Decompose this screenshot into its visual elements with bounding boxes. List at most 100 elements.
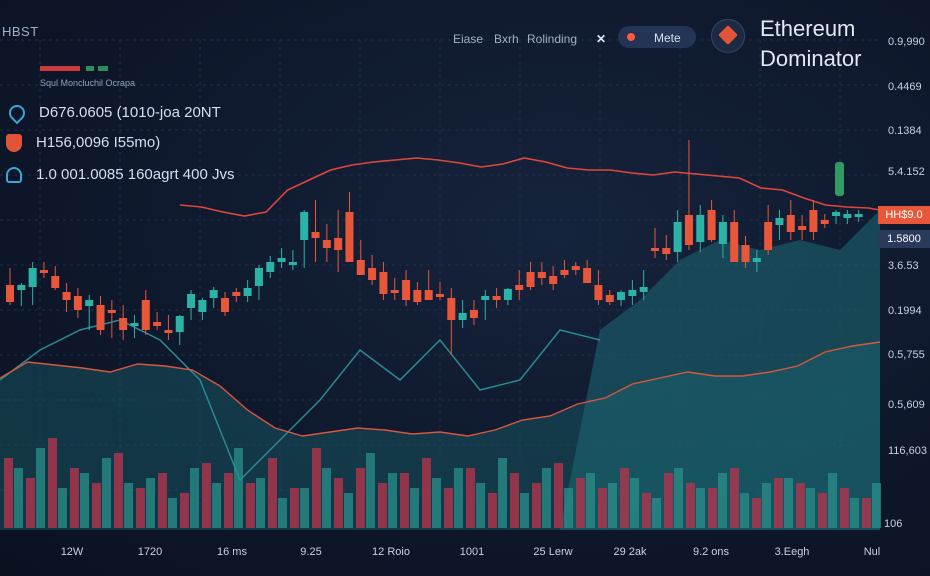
- candle-body: [651, 248, 659, 251]
- candle-body: [786, 215, 795, 232]
- candle-body: [673, 222, 682, 252]
- volume-bar-down: [576, 478, 585, 528]
- candle-body: [684, 215, 693, 245]
- volume-bar-down: [664, 473, 673, 528]
- title-line-1: Ethereum: [760, 16, 856, 41]
- page-title: Ethereum Dominator: [760, 14, 861, 74]
- volume-bar-down: [730, 468, 739, 528]
- candle-body: [62, 292, 71, 300]
- droplet-icon: [5, 101, 29, 125]
- close-icon[interactable]: ✕: [596, 32, 607, 46]
- volume-bar-down: [642, 493, 651, 528]
- volume-bar-up: [234, 448, 243, 528]
- candle-body: [243, 288, 252, 296]
- volume-bar-up: [630, 478, 639, 528]
- candle-body: [107, 310, 116, 313]
- candle-body: [153, 322, 162, 326]
- candle-body: [662, 248, 671, 254]
- x-tick-label: 1720: [137, 546, 163, 558]
- volume-bar-up: [762, 483, 771, 528]
- stat-text-3: 1.0 001.0085 160agrt 400 Jvs: [36, 166, 235, 183]
- volume-bar-up: [80, 473, 89, 528]
- volume-bar-up: [58, 488, 67, 528]
- candle-body: [368, 268, 377, 280]
- y-tick-label: 0.1994: [888, 305, 922, 317]
- candle-body: [809, 210, 818, 232]
- candle-body: [175, 316, 184, 332]
- volume-bar-down: [554, 463, 563, 528]
- stat-row-1: D676.0605 (1010-joa 20NT: [5, 101, 221, 126]
- candle-body: [187, 294, 196, 308]
- candle-body: [277, 258, 286, 262]
- x-tick-label: 29 2ak: [613, 546, 647, 558]
- volume-bar-up: [652, 498, 661, 528]
- volume-bar-up: [278, 498, 287, 528]
- volume-bar-up: [454, 468, 463, 528]
- volume-bar-down: [708, 488, 717, 528]
- x-tick-label: 25 Lerw: [533, 546, 573, 558]
- volume-bar-up: [410, 488, 419, 528]
- volume-bar-down: [686, 483, 695, 528]
- marker-candle: [835, 162, 844, 196]
- candle-body: [843, 214, 852, 218]
- nav-item-2[interactable]: Bxrh: [494, 32, 519, 46]
- candle-body: [164, 330, 173, 333]
- ethereum-logo-icon: [711, 19, 745, 53]
- volume-bar-up: [476, 483, 485, 528]
- candle-body: [6, 285, 14, 302]
- volume-bar-up: [674, 468, 683, 528]
- volume-bar-up: [432, 478, 441, 528]
- candle-body: [537, 272, 546, 278]
- volume-bar-down: [136, 488, 145, 528]
- candle-body: [413, 290, 422, 302]
- volume-bar-down: [378, 483, 387, 528]
- volume-bar-up: [146, 478, 155, 528]
- volume-bar-up: [586, 473, 595, 528]
- volume-bar-up: [344, 493, 353, 528]
- volume-bar-up: [190, 468, 199, 528]
- candle-body: [311, 232, 320, 238]
- candle-body: [300, 212, 309, 240]
- x-tick-label: 12 Roio: [372, 546, 410, 558]
- candle-body: [209, 290, 218, 298]
- volume-bar-down: [202, 463, 211, 528]
- candle-body: [221, 298, 229, 312]
- volume-bar-down: [400, 473, 409, 528]
- x-tick-label: 9.25: [300, 546, 322, 558]
- volume-bar-up: [696, 488, 705, 528]
- candle-body: [266, 262, 275, 272]
- support-line: [0, 341, 881, 437]
- volume-bar-up: [740, 493, 749, 528]
- volume-bar-up: [872, 483, 881, 528]
- nav-item-3[interactable]: Rolinding: [527, 32, 578, 46]
- candle-body: [447, 298, 456, 320]
- volume-bar-up: [124, 483, 133, 528]
- nav-item-1[interactable]: Eiase: [453, 32, 484, 46]
- mode-toggle[interactable]: Mete: [618, 26, 696, 48]
- candle-body: [469, 310, 478, 318]
- x-tick-label: 9.2 ons: [692, 546, 730, 558]
- legend-swatches: [40, 66, 112, 71]
- candle-body: [390, 290, 399, 293]
- volume-bar-up: [168, 498, 177, 528]
- candle-body: [198, 300, 207, 312]
- volume-bar-down: [598, 488, 607, 528]
- candle-body: [345, 212, 354, 262]
- volume-bar-down: [290, 488, 299, 528]
- volume-bar-down: [48, 438, 57, 528]
- volume-bar-up: [102, 458, 111, 528]
- candle-body: [696, 215, 705, 242]
- candle-body: [549, 276, 558, 284]
- volume-bar-up: [388, 473, 397, 528]
- volume-bar-down: [818, 493, 827, 528]
- volume-bar-down: [26, 478, 35, 528]
- volume-bar-down: [444, 488, 453, 528]
- volume-bar-down: [620, 468, 629, 528]
- volume-bar-up: [36, 448, 45, 528]
- stat-row-2: H156,0096 I55mo): [6, 134, 160, 156]
- x-tick-label: 1001: [459, 546, 485, 558]
- candle-body: [322, 240, 331, 248]
- volume-bar-up: [520, 493, 529, 528]
- candle-body: [288, 262, 297, 265]
